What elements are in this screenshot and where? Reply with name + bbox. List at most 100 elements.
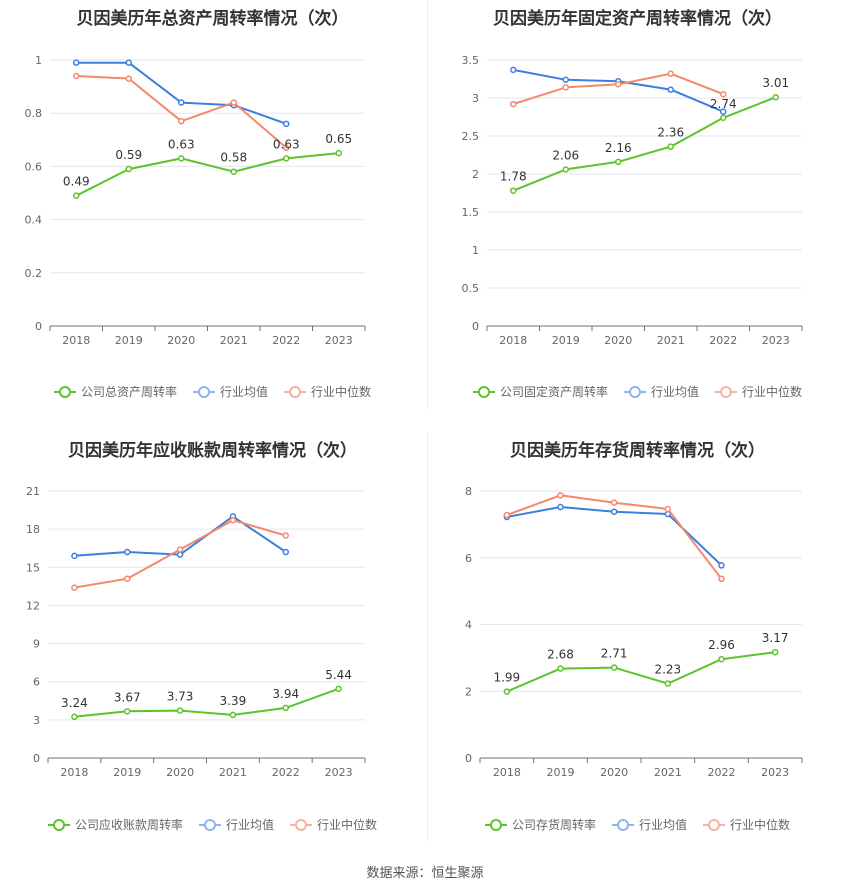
data-label: 0.63 <box>168 137 195 151</box>
x-tick-label: 2021 <box>657 334 685 347</box>
y-tick-label: 6 <box>465 552 472 565</box>
y-tick-label: 2 <box>465 685 472 698</box>
y-tick-label: 6 <box>33 676 40 689</box>
industry-median-series-point <box>510 100 517 108</box>
data-source-note: 数据来源：恒生聚源 <box>366 866 484 881</box>
legend-label: 公司存货周转率 <box>511 818 596 832</box>
industry-average-series-point <box>282 548 289 556</box>
data-label: 1.99 <box>493 671 520 685</box>
chart-plot: 0 3 6 9 12 15 18 21 2018 2019 2020 2021 2022 2023 3.24… <box>26 485 366 779</box>
legend-item-company[interactable]: 公司存货周转率 <box>484 816 596 833</box>
legend-item-company[interactable]: 公司总资产周转率 <box>53 383 177 400</box>
company-series-line <box>74 687 339 718</box>
legend-item-industry-average[interactable]: 行业均值 <box>192 383 268 400</box>
industry-median-series-point <box>176 546 184 553</box>
legend-item-company[interactable]: 公司固定资产周转率 <box>472 383 608 400</box>
industry-median-series-line <box>506 494 723 580</box>
y-tick-label: 21 <box>26 485 40 498</box>
x-tick-label: 2020 <box>166 766 194 779</box>
data-label: 0.49 <box>63 175 90 189</box>
chart-legend: 公司应收账款周转率 行业均值 行业中位数 <box>0 816 425 833</box>
y-tick-label: 0 <box>35 320 42 333</box>
company-series-line <box>506 651 776 693</box>
company-series-point <box>229 711 237 719</box>
industry-median-series-point <box>610 499 618 506</box>
company-series-point <box>283 155 290 162</box>
chart-legend: 公司固定资产周转率 行业均值 行业中位数 <box>425 383 850 400</box>
data-label: 2.06 <box>552 148 579 162</box>
company-series-point <box>510 187 517 194</box>
company-series-point <box>720 114 727 122</box>
company-series-point <box>230 168 237 175</box>
chart-plot: 0 2 4 6 8 2018 2019 2020 2021 2022 2023 1.99 2.68 2.7… <box>465 485 803 779</box>
x-tick-label: 2022 <box>709 334 737 347</box>
x-tick-label: 2021 <box>654 766 682 779</box>
industry-average-series-point <box>667 86 674 93</box>
company-series-line <box>75 152 339 197</box>
y-tick-label: 1 <box>472 244 479 257</box>
industry-average-series-point <box>73 59 80 66</box>
panel-divider <box>427 0 428 410</box>
company-series-point <box>503 688 511 695</box>
data-label: 0.65 <box>325 132 352 146</box>
legend-marker-icon <box>623 385 646 398</box>
legend-item-industry-average[interactable]: 行业均值 <box>611 816 687 833</box>
company-series-point <box>71 713 78 721</box>
x-tick-label: 2020 <box>604 334 632 347</box>
chart-legend: 公司存货周转率 行业均值 行业中位数 <box>425 816 850 833</box>
industry-average-series-point <box>562 76 569 84</box>
industry-median-series-point <box>667 70 674 77</box>
legend-marker-icon <box>611 818 634 831</box>
industry-median-series-point <box>73 72 80 80</box>
data-label: 1.78 <box>500 170 527 184</box>
legend-item-industry-median[interactable]: 行业中位数 <box>290 816 377 833</box>
data-label: 3.17 <box>762 631 789 645</box>
y-tick-label: 4 <box>465 619 472 632</box>
company-series-point <box>124 708 131 715</box>
industry-median-series-point <box>720 90 727 98</box>
industry-average-series-point <box>71 552 78 560</box>
x-tick-label: 2021 <box>219 766 247 779</box>
data-label: 2.74 <box>710 97 737 111</box>
company-series-point <box>176 707 184 714</box>
x-tick-label: 2021 <box>220 334 248 347</box>
x-tick-label: 2019 <box>552 334 580 347</box>
x-tick-label: 2023 <box>325 766 353 779</box>
legend-marker-icon <box>484 818 507 831</box>
legend-label: 公司应收账款周转率 <box>74 818 183 832</box>
chart-plot: 0 0.5 1 1.5 2 2.5 3 3.5 2018 2019 2020 2021 2022 2023… <box>462 54 803 347</box>
industry-median-series-point <box>283 144 290 152</box>
legend-marker-icon <box>290 818 312 831</box>
legend-item-industry-average[interactable]: 行业均值 <box>198 816 274 833</box>
legend-item-company[interactable]: 公司应收账款周转率 <box>47 816 183 833</box>
legend-marker-icon <box>53 385 76 398</box>
company-series-point <box>125 165 132 173</box>
industry-average-series-point <box>125 59 132 66</box>
data-label: 2.71 <box>601 647 628 661</box>
x-tick-label: 2018 <box>62 334 90 347</box>
x-tick-label: 2020 <box>600 766 628 779</box>
legend-label: 行业均值 <box>638 818 687 832</box>
legend-marker-icon <box>284 385 306 398</box>
company-series-point <box>557 665 564 672</box>
chart-panel-fixed-asset-turnover: 贝因美历年固定资产周转率情况（次） 0 0.5 1 1.5 2 2.5 3 3.5 2018 20… <box>425 0 850 425</box>
y-tick-label: 1.5 <box>462 206 480 219</box>
y-tick-label: 0.6 <box>25 160 43 173</box>
chart-title: 贝因美历年应收账款周转率情况（次） <box>68 441 357 461</box>
industry-average-series-point <box>510 66 517 74</box>
chart-title: 贝因美历年总资产周转率情况（次） <box>76 9 349 29</box>
industry-average-series-point <box>283 120 290 128</box>
industry-average-series-point <box>720 108 727 115</box>
legend-label: 行业均值 <box>219 385 268 399</box>
legend-item-industry-median[interactable]: 行业中位数 <box>715 383 802 400</box>
company-series-point <box>718 655 725 663</box>
industry-median-series-point <box>562 84 569 91</box>
legend-item-industry-median[interactable]: 行业中位数 <box>284 383 371 400</box>
data-label: 5.44 <box>325 668 352 682</box>
legend-item-industry-median[interactable]: 行业中位数 <box>703 816 790 833</box>
y-tick-label: 18 <box>26 523 40 536</box>
company-series-point <box>771 648 779 656</box>
y-tick-label: 0.2 <box>25 267 43 280</box>
legend-item-industry-average[interactable]: 行业均值 <box>623 383 699 400</box>
y-tick-label: 2 <box>472 168 479 181</box>
